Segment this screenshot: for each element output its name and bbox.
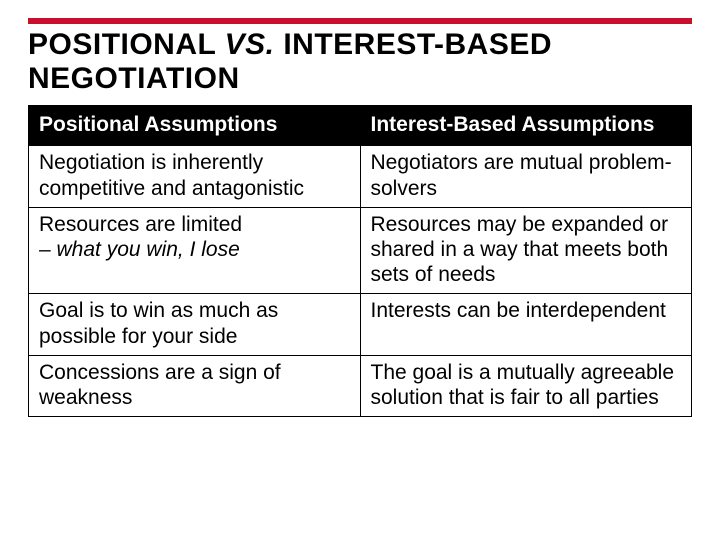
col-header-interest: Interest-Based Assumptions [360,106,692,146]
cell-left: Goal is to win as much as possible for y… [29,294,361,355]
cell-right: Negotiators are mutual problem-solvers [360,146,692,207]
cell-right: Interests can be interdependent [360,294,692,355]
table-row: Goal is to win as much as possible for y… [29,294,692,355]
cell-left: Concessions are a sign of weakness [29,355,361,416]
col-header-positional: Positional Assumptions [29,106,361,146]
title-part1: POSITIONAL [28,28,225,61]
comparison-table: Positional Assumptions Interest-Based As… [28,105,692,417]
accent-bar [28,18,692,24]
slide: POSITIONAL VS. INTEREST-BASED NEGOTIATIO… [0,0,720,540]
cell-right: The goal is a mutually agreeable solutio… [360,355,692,416]
table-header-row: Positional Assumptions Interest-Based As… [29,106,692,146]
table-row: Concessions are a sign of weakness The g… [29,355,692,416]
table-row: Resources are limited – what you win, I … [29,207,692,294]
cell-left-italic: – what you win, I lose [39,238,240,261]
cell-left-plain: Resources are limited [39,213,242,236]
cell-left: Negotiation is inherently competitive an… [29,146,361,207]
slide-title: POSITIONAL VS. INTEREST-BASED NEGOTIATIO… [28,28,692,95]
table-row: Negotiation is inherently competitive an… [29,146,692,207]
cell-right: Resources may be expanded or shared in a… [360,207,692,294]
cell-left: Resources are limited – what you win, I … [29,207,361,294]
title-italic: VS. [225,28,275,61]
